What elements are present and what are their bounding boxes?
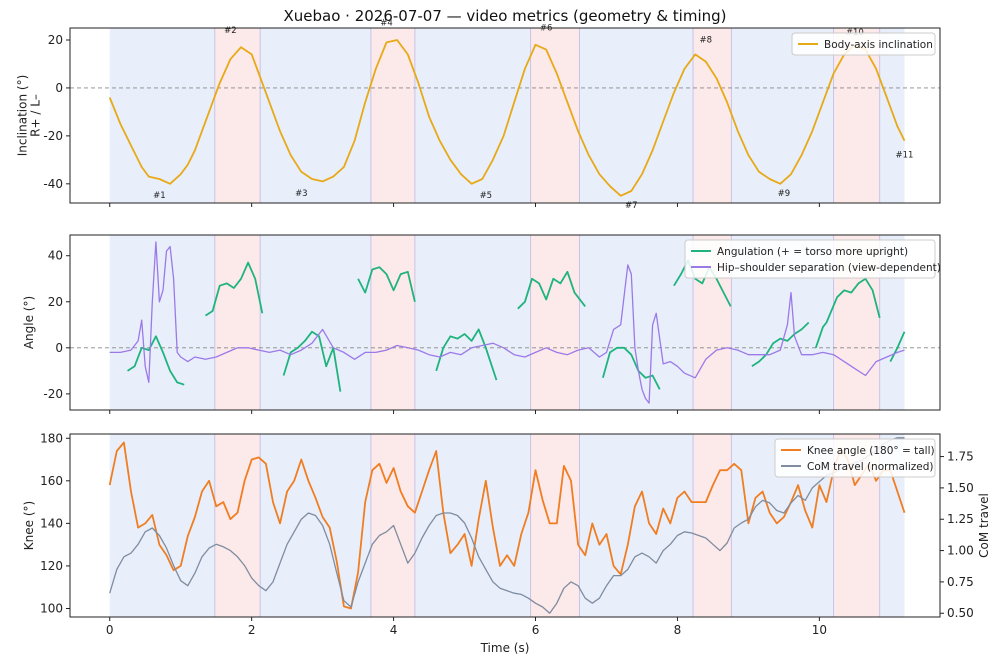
legend-label: Body-axis inclination xyxy=(824,39,933,51)
series-line-inclination xyxy=(108,39,906,197)
chart-title: Xuebao · 2026-07-07 — video metrics (geo… xyxy=(283,7,726,25)
legend: Angulation (+ = torso more upright) Hip–s… xyxy=(684,239,941,279)
legend-label: CoM travel (normalized) xyxy=(807,461,934,473)
phase-shade-blue xyxy=(260,434,371,617)
y-tick-label: 40 xyxy=(48,249,63,263)
legend-box xyxy=(684,239,936,279)
panel-knee_com: 180 160 140 120 100 1.75 1.50 1.25 1.00 0.75 0.50 0… xyxy=(22,431,991,655)
y-tick-label: 20 xyxy=(48,33,63,47)
series-line-angulation xyxy=(814,277,881,349)
panel-inclination: #1#2#3#4#5#6#7#8#9#10#11200-20-40Inclina… xyxy=(16,19,941,211)
phase-shade-blue xyxy=(579,235,694,410)
y-tick-label: -40 xyxy=(43,177,63,191)
y-tick-label: 140 xyxy=(40,516,63,530)
y-axis-label-right: CoM travel xyxy=(977,493,991,558)
x-tick-label: 2 xyxy=(248,623,256,637)
cycle-annotation: #7 xyxy=(625,201,638,211)
series-line-com xyxy=(109,437,905,614)
series-line-angulation xyxy=(357,266,416,303)
phase-shade-red xyxy=(214,434,261,617)
x-tick-label: 10 xyxy=(812,623,827,637)
axes-frame xyxy=(69,234,941,411)
phase-shade-blue xyxy=(731,28,834,203)
cycle-annotation: #4 xyxy=(380,19,393,29)
cycle-annotation: #11 xyxy=(896,150,914,160)
legend: Body-axis inclination xyxy=(791,32,936,56)
y-tick-label-right: 0.75 xyxy=(947,575,974,589)
plot-area xyxy=(70,28,940,203)
x-axis-label: Time (s) xyxy=(480,641,530,655)
panel-angle: 40 20 0 -20 Angle (°) Angulation (+ = torso m… xyxy=(22,234,941,414)
series-line-angulation xyxy=(127,335,185,386)
legend-label: Angulation (+ = torso more upright) xyxy=(717,246,908,258)
phase-shade-red xyxy=(530,235,580,410)
phase-shade-blue xyxy=(414,235,531,410)
series-line-angulation xyxy=(205,261,264,317)
phase-shade-blue xyxy=(109,28,215,203)
x-tick-label: 6 xyxy=(532,623,540,637)
cycle-annotation: #3 xyxy=(295,189,308,199)
phase-shade-red xyxy=(214,28,261,203)
cycle-annotation: #9 xyxy=(778,189,791,199)
y-tick-label-right: 1.25 xyxy=(947,512,974,526)
axes-frame xyxy=(69,27,941,204)
x-tick-label: 0 xyxy=(106,623,114,637)
y-tick-label: 20 xyxy=(48,295,63,309)
y-tick-label: 100 xyxy=(40,601,63,615)
y-tick-label: -20 xyxy=(43,129,63,143)
y-axis-label: Angle (°) xyxy=(22,296,36,349)
phase-shade-red xyxy=(693,434,732,617)
x-tick-label: 4 xyxy=(390,623,398,637)
cycle-annotation: #2 xyxy=(224,26,237,36)
y-tick-label-right: 1.50 xyxy=(947,481,974,495)
phase-shade-blue xyxy=(579,28,694,203)
phase-shade-blue xyxy=(109,434,215,617)
y-axis-label: Inclination (°) xyxy=(16,75,30,157)
cycle-annotation: #5 xyxy=(480,191,493,201)
phase-shade-red xyxy=(370,28,415,203)
cycle-annotation: #1 xyxy=(153,191,166,201)
phase-shade-blue xyxy=(414,28,531,203)
legend: Knee angle (180° = tall) CoM travel (norm… xyxy=(774,438,936,478)
series-line-angulation xyxy=(517,270,586,310)
phase-shade-red xyxy=(530,434,580,617)
legend-label: Knee angle (180° = tall) xyxy=(807,445,935,457)
y-tick-label: 160 xyxy=(40,474,63,488)
x-tick-label: 8 xyxy=(674,623,682,637)
cycle-annotation: #8 xyxy=(700,35,713,45)
y-tick-label-right: 1.75 xyxy=(947,450,974,464)
phase-shade-red xyxy=(370,235,415,410)
legend-box xyxy=(774,438,936,478)
series-line-angulation xyxy=(889,331,906,363)
y-tick-label-right: 0.50 xyxy=(947,606,974,620)
y-tick-label: 0 xyxy=(55,81,63,95)
phase-shade-red xyxy=(693,28,732,203)
series-line-angulation xyxy=(673,259,732,307)
panels: #1#2#3#4#5#6#7#8#9#10#11200-20-40Inclina… xyxy=(16,19,992,655)
legend-label: Hip–shoulder separation (view-dependent) xyxy=(717,262,941,274)
phase-shade-blue xyxy=(260,28,371,203)
series-line-angulation xyxy=(435,328,498,381)
phase-shade-blue xyxy=(260,235,371,410)
legend-box xyxy=(791,32,936,56)
y-tick-label: 180 xyxy=(40,431,63,445)
series-line-knee xyxy=(108,441,906,610)
axes-frame xyxy=(69,433,941,618)
y-tick-label: -20 xyxy=(43,387,63,401)
y-tick-label: 120 xyxy=(40,559,63,573)
phase-shade-red xyxy=(833,28,880,203)
series-line-angulation xyxy=(751,321,810,368)
y-axis-label: R+ / L– xyxy=(29,94,43,137)
phase-shade-blue xyxy=(414,434,531,617)
phase-shade-blue xyxy=(579,434,694,617)
phase-shade-red xyxy=(214,235,261,410)
phase-shade-blue xyxy=(879,28,905,203)
y-tick-label: 0 xyxy=(55,341,63,355)
y-tick-label-right: 1.00 xyxy=(947,544,974,558)
phase-shade-blue xyxy=(109,235,215,410)
series-line-separation xyxy=(109,241,905,404)
series-line-angulation xyxy=(282,330,342,392)
y-axis-label: Knee (°) xyxy=(22,501,36,550)
